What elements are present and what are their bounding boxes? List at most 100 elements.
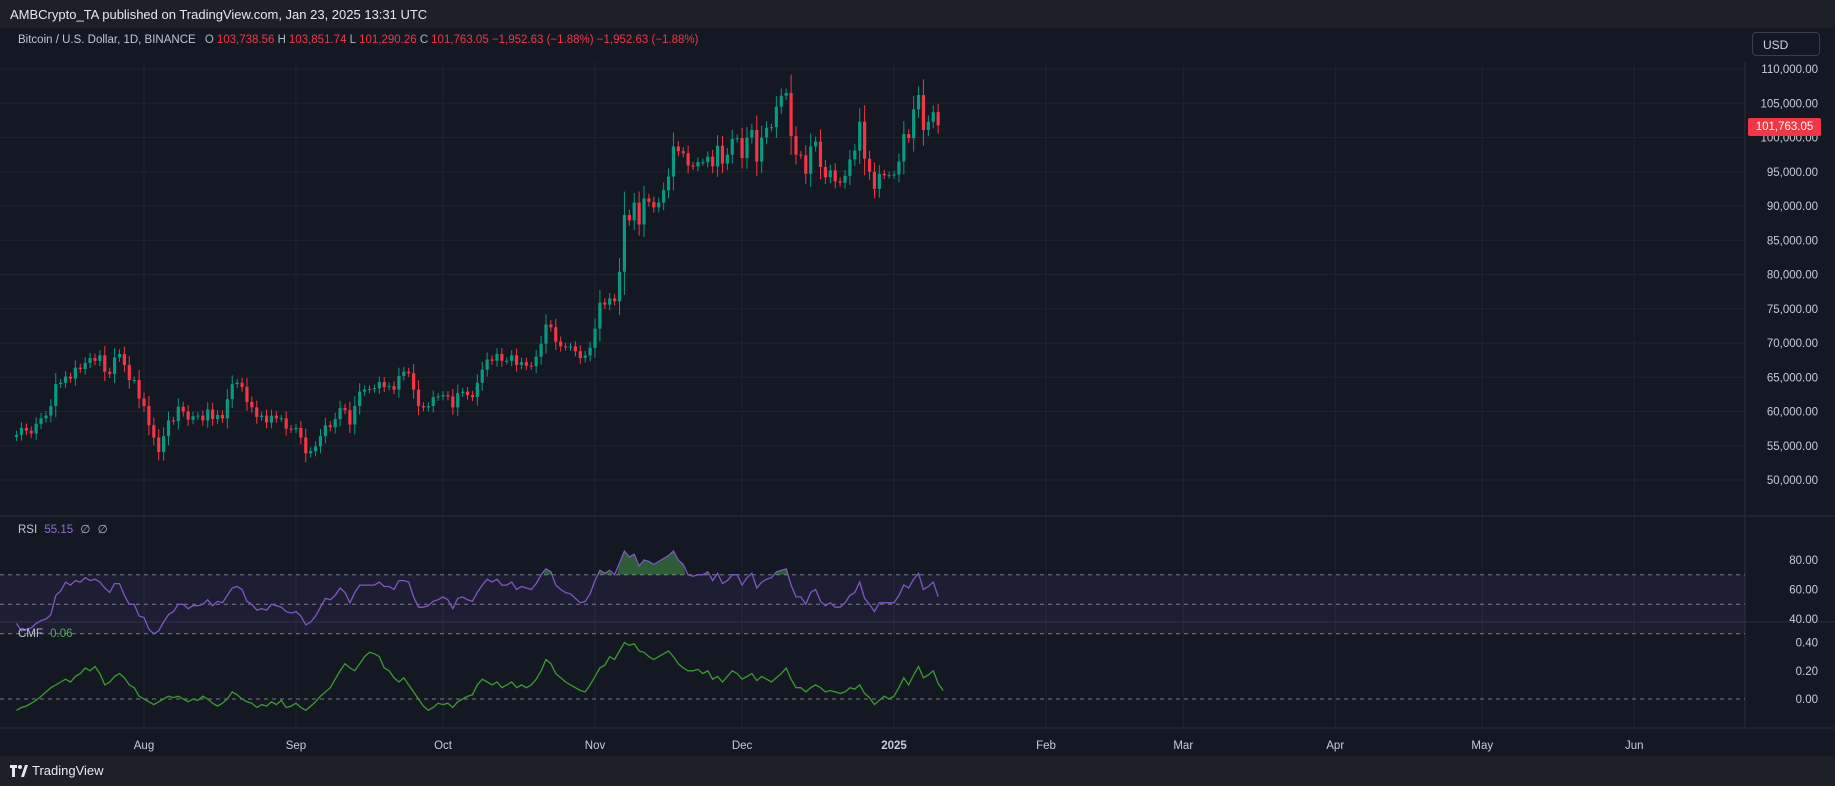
cmf-legend: CMF 0.06 bbox=[18, 628, 73, 640]
candle-body bbox=[485, 359, 489, 370]
candle-body bbox=[583, 355, 587, 359]
candle-body bbox=[720, 145, 725, 164]
candle-body bbox=[338, 408, 342, 420]
candle-body bbox=[559, 341, 563, 347]
candle-body bbox=[544, 324, 548, 344]
candle-body bbox=[39, 418, 43, 424]
candle-body bbox=[19, 427, 24, 435]
candle-body bbox=[279, 418, 283, 420]
candle-body bbox=[789, 92, 793, 137]
price-axis-label: 80,000.00 bbox=[1767, 270, 1818, 282]
candle-body bbox=[206, 409, 210, 421]
candle-body bbox=[843, 175, 847, 183]
candle-body bbox=[652, 201, 656, 208]
candle-body bbox=[412, 373, 416, 390]
candle-body bbox=[588, 347, 592, 356]
price-axis-label: 110,000.00 bbox=[1761, 64, 1818, 76]
candle-body bbox=[426, 406, 430, 408]
candle-body bbox=[730, 138, 734, 155]
candle-body bbox=[328, 425, 332, 428]
pane-dividers bbox=[0, 62, 1835, 729]
time-axis-label: Mar bbox=[1173, 740, 1193, 752]
high-value: 103,851.74 bbox=[288, 34, 347, 46]
rsi-axis-label: 80.00 bbox=[1789, 555, 1818, 567]
candle-body bbox=[701, 162, 705, 164]
candle-body bbox=[887, 175, 891, 177]
publisher-bar: AMBCrypto_TA published on TradingView.co… bbox=[0, 0, 1835, 28]
candle-body bbox=[598, 302, 602, 329]
price-axis-label: 75,000.00 bbox=[1767, 304, 1818, 316]
candle-body bbox=[563, 346, 568, 348]
symbol-legend: Bitcoin / U.S. Dollar, 1D, BINANCE O 103,… bbox=[18, 34, 698, 46]
candle-body bbox=[348, 410, 352, 425]
chart-svg[interactable]: 110,000.00105,000.00100,000.0095,000.009… bbox=[0, 28, 1835, 756]
publisher-line: AMBCrypto_TA published on TradingView.co… bbox=[10, 7, 428, 22]
price-axis-label: 60,000.00 bbox=[1767, 407, 1818, 419]
candle-body bbox=[760, 137, 764, 162]
candle-body bbox=[117, 353, 122, 358]
candle-body bbox=[490, 359, 494, 361]
candle-body bbox=[456, 393, 460, 408]
candle-body bbox=[260, 415, 264, 417]
candle-body bbox=[78, 367, 82, 370]
candle-body bbox=[897, 161, 901, 175]
candle-body bbox=[622, 214, 627, 272]
cmf-axis-label: 0.40 bbox=[1796, 638, 1818, 650]
time-axis: Aug Sep Oct Nov Dec 2025 Feb Mar Apr May Jun bbox=[134, 740, 1644, 752]
currency-button[interactable]: USD bbox=[1752, 32, 1820, 56]
candle-body bbox=[299, 427, 303, 438]
candle-body bbox=[24, 427, 28, 431]
candle-body bbox=[451, 396, 455, 408]
candle-body bbox=[711, 156, 715, 167]
chart-frame[interactable]: 110,000.00 105,000.00 100,000.00 95,000.00 9… bbox=[0, 28, 1835, 756]
candle-body bbox=[88, 358, 92, 363]
candle-body bbox=[63, 376, 68, 383]
open-value: 103,738.56 bbox=[216, 34, 275, 46]
candle-body bbox=[392, 386, 396, 390]
candle-body bbox=[657, 202, 661, 208]
candle-body bbox=[853, 150, 857, 160]
candle-body bbox=[181, 406, 185, 412]
candle-body bbox=[907, 134, 911, 139]
candle-body bbox=[122, 353, 126, 365]
candle-body bbox=[318, 436, 323, 447]
candle-body bbox=[696, 162, 700, 167]
candle-body bbox=[235, 382, 239, 385]
candle-body bbox=[49, 406, 53, 416]
candle-body bbox=[784, 92, 788, 96]
time-axis-label: Sep bbox=[286, 740, 306, 752]
high-label: H bbox=[277, 34, 286, 46]
candle-body bbox=[73, 367, 77, 379]
candle-body bbox=[132, 379, 136, 381]
footer-bar: TradingView bbox=[0, 756, 1835, 786]
candle-body bbox=[176, 406, 180, 422]
candle-body bbox=[823, 166, 828, 178]
candle-body bbox=[465, 391, 470, 396]
candle-body bbox=[858, 121, 862, 151]
candle-body bbox=[912, 109, 916, 139]
candle-body bbox=[240, 382, 244, 387]
candle-body bbox=[137, 379, 141, 399]
candle-body bbox=[818, 141, 823, 167]
price-axis-label: 90,000.00 bbox=[1767, 201, 1818, 213]
candle-body bbox=[926, 121, 930, 130]
candle-body bbox=[725, 154, 729, 164]
close-label: C bbox=[419, 34, 429, 46]
candle-body bbox=[397, 375, 401, 390]
price-axis-label: 95,000.00 bbox=[1767, 167, 1818, 179]
candle-body bbox=[196, 415, 200, 417]
candle-body bbox=[407, 371, 411, 374]
candle-body bbox=[93, 358, 97, 361]
cmf-axis-label: 0.00 bbox=[1796, 694, 1818, 706]
candle-body bbox=[519, 362, 524, 365]
candle-body bbox=[921, 95, 926, 130]
candle-body bbox=[289, 428, 293, 430]
rsi-name: RSI bbox=[18, 524, 38, 536]
candle-body bbox=[603, 302, 607, 305]
candle-body bbox=[666, 176, 671, 191]
candle-body bbox=[662, 190, 666, 203]
candle-body bbox=[549, 324, 553, 328]
candle-body bbox=[421, 406, 426, 408]
candle-body bbox=[833, 170, 837, 182]
rsi-axis-label: 40.00 bbox=[1789, 614, 1818, 626]
